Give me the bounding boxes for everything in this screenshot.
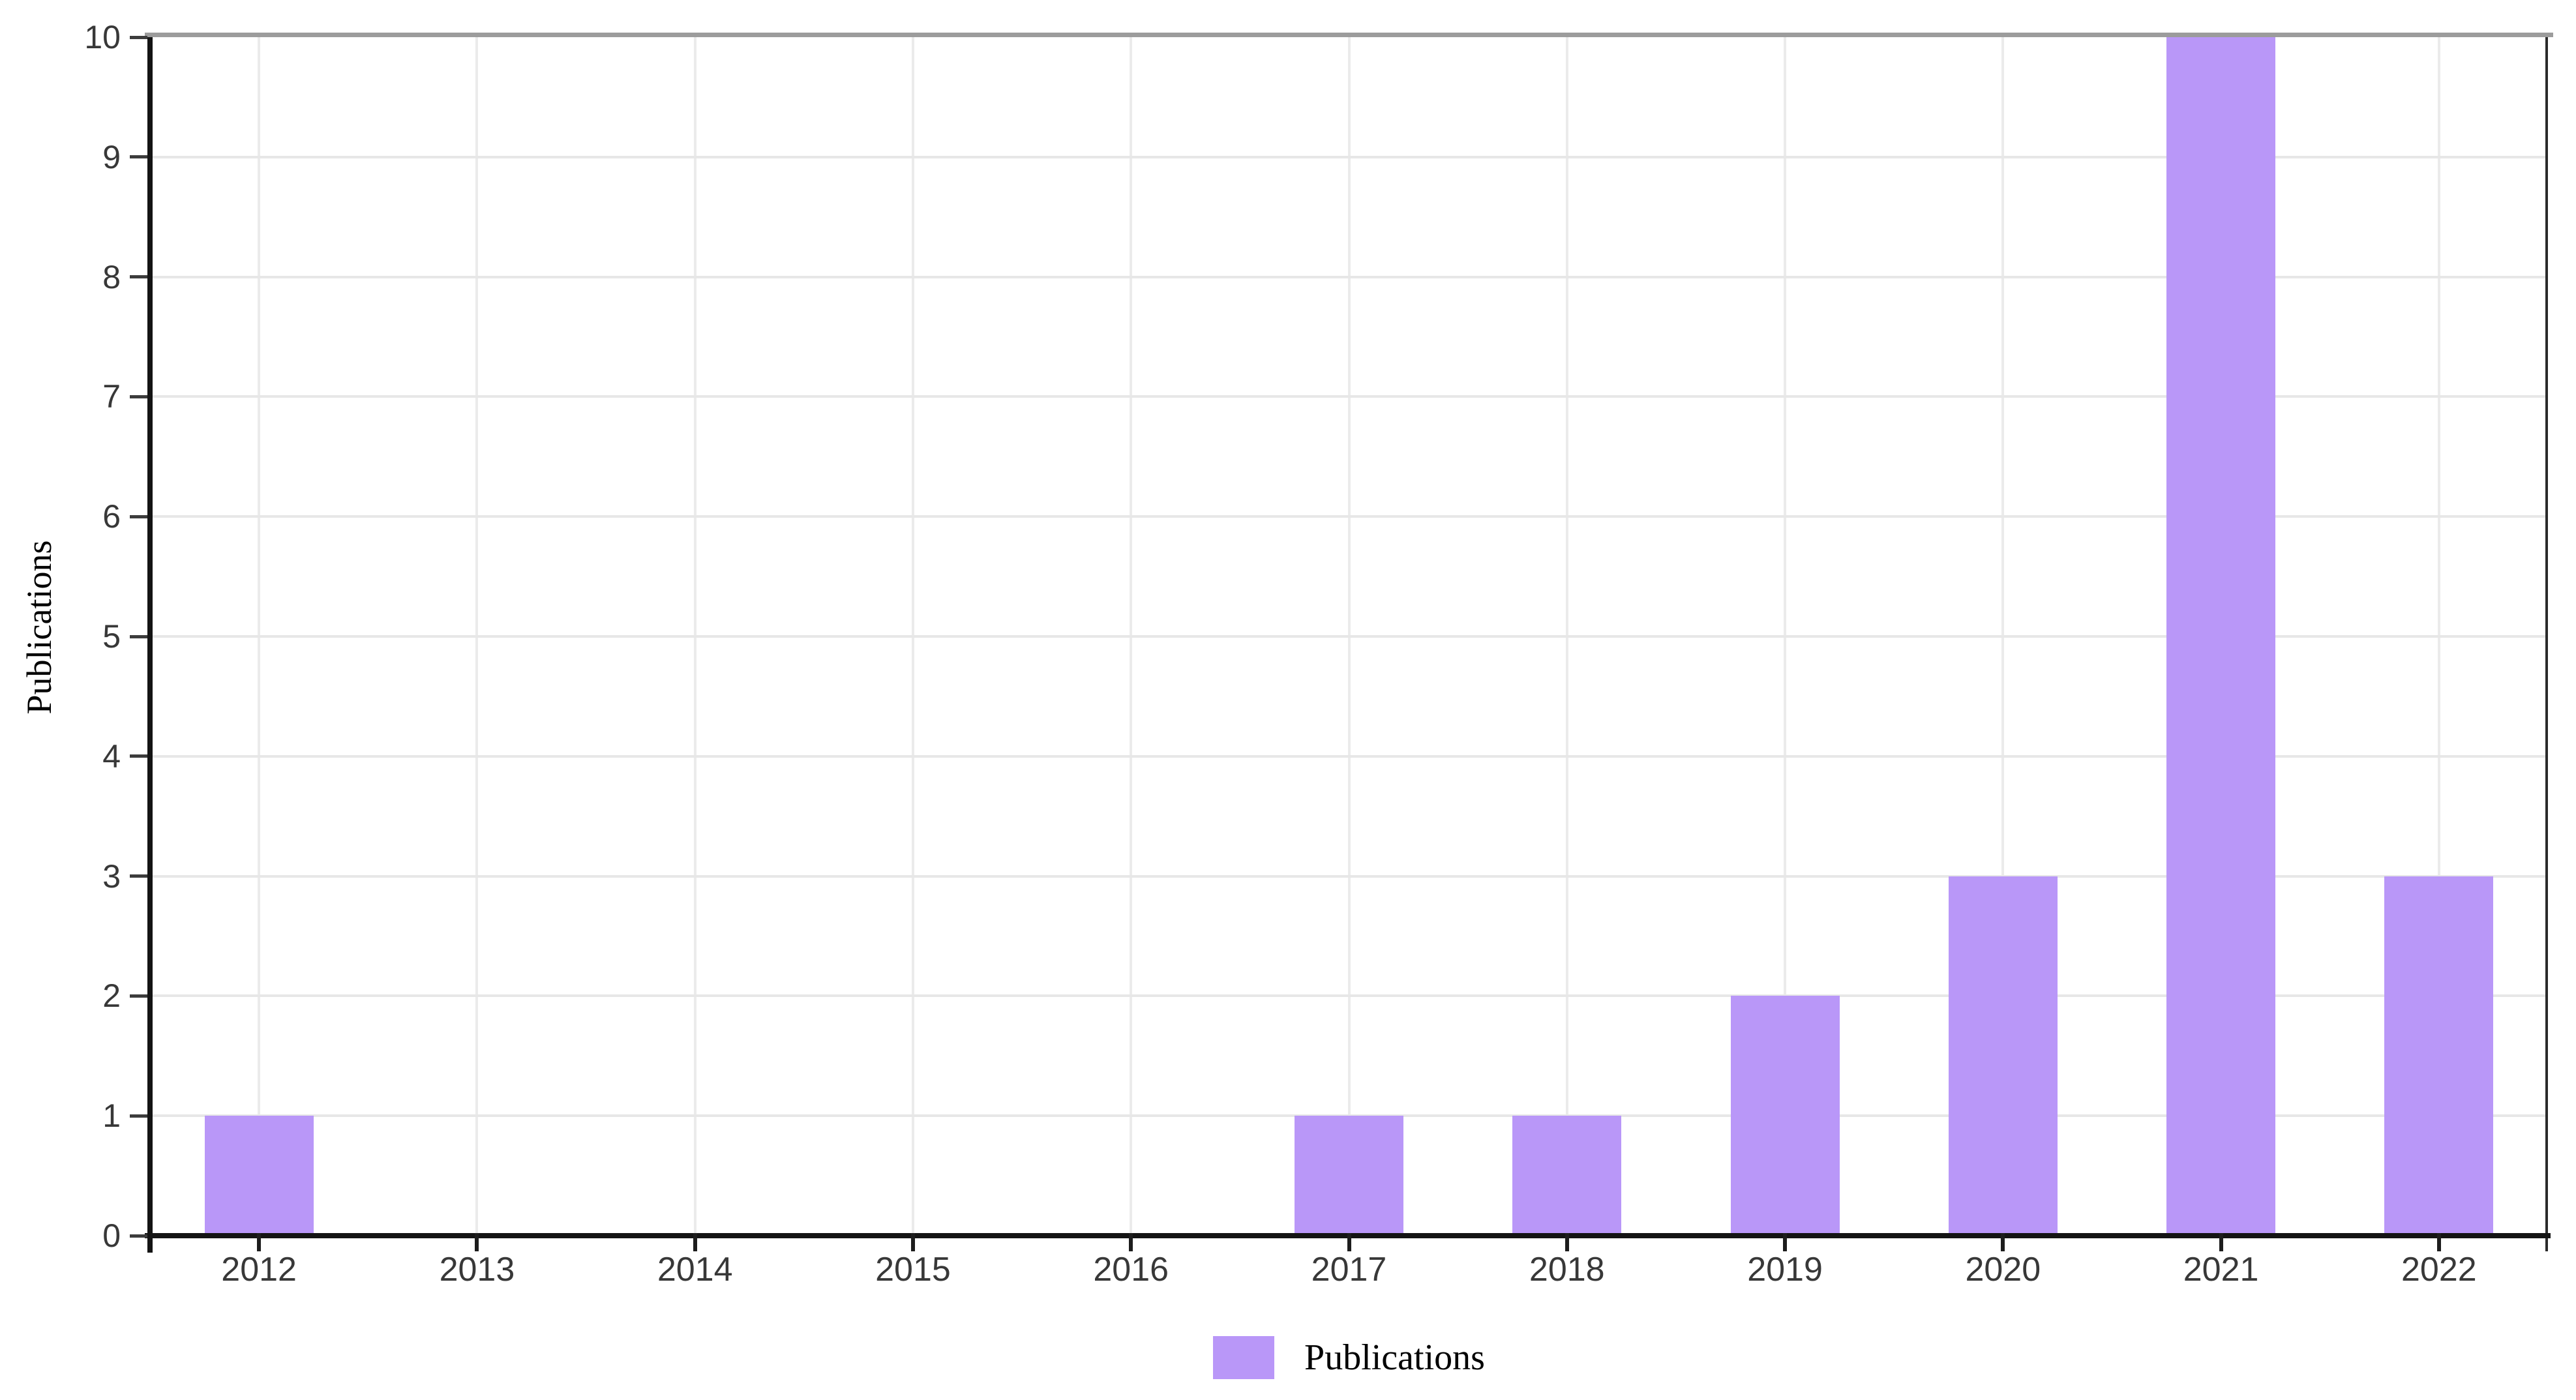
y-tick	[130, 754, 147, 758]
y-tick-label: 1	[102, 1097, 121, 1135]
y-tick	[130, 874, 147, 878]
y-tick-label: 3	[102, 857, 121, 895]
x-tick	[1129, 1233, 1133, 1251]
y-tick	[130, 275, 147, 279]
x-tick-label: 2020	[1965, 1251, 2041, 1288]
x-tick-label: 2014	[657, 1251, 733, 1288]
gridline-horizontal	[150, 515, 2548, 518]
x-tick-label: 2015	[875, 1251, 951, 1288]
x-tick-label: 2012	[221, 1251, 297, 1288]
legend-label: Publications	[1304, 1337, 1485, 1378]
x-tick-label: 2021	[2183, 1251, 2259, 1288]
y-tick	[130, 1234, 147, 1238]
gridline-horizontal	[150, 395, 2548, 398]
bar-2012	[204, 1116, 314, 1236]
gridline-horizontal	[150, 275, 2548, 278]
x-tick-label: 2016	[1093, 1251, 1169, 1288]
y-tick	[130, 994, 147, 998]
x-tick	[693, 1233, 697, 1251]
bar-2022	[2384, 876, 2494, 1236]
y-tick-label: 9	[102, 138, 121, 175]
gridline-horizontal	[150, 874, 2548, 878]
x-tick	[2436, 1233, 2441, 1251]
y-tick-label: 5	[102, 618, 121, 655]
y-tick-label: 4	[102, 737, 121, 775]
gridline-horizontal	[150, 635, 2548, 638]
x-tick-label: 2018	[1529, 1251, 1605, 1288]
y-tick-label: 8	[102, 258, 121, 295]
y-tick	[130, 634, 147, 638]
x-tick-label: 2017	[1311, 1251, 1387, 1288]
x-tick	[2001, 1233, 2005, 1251]
bar-2021	[2166, 37, 2276, 1236]
gridline-horizontal	[150, 754, 2548, 758]
y-tick-label: 6	[102, 498, 121, 535]
y-tick	[130, 395, 147, 398]
x-tick-label: 2019	[1747, 1251, 1823, 1288]
x-tick	[1565, 1233, 1569, 1251]
legend: Publications	[150, 1332, 2548, 1384]
legend-swatch	[1213, 1336, 1275, 1379]
y-tick	[130, 514, 147, 518]
x-tick	[257, 1233, 262, 1251]
gridline-horizontal	[150, 994, 2548, 998]
x-tick	[1347, 1233, 1351, 1251]
x-tick-label: 2022	[2401, 1251, 2477, 1288]
y-tick	[130, 35, 147, 39]
plot-area: 0 1 2 3 4 5 6 7 8 9 10 2012 2013 2014 2015 2016 2017 2018…	[84, 20, 2553, 1288]
plot-border-top	[145, 33, 2553, 37]
y-axis-line	[147, 37, 153, 1253]
x-tick	[2219, 1233, 2223, 1251]
bar-2020	[1948, 876, 2058, 1236]
y-tick-label: 0	[102, 1217, 121, 1254]
y-tick	[130, 1114, 147, 1118]
bar-2019	[1730, 996, 1840, 1236]
plot-border-right	[2545, 37, 2548, 1251]
y-tick-label: 10	[84, 19, 121, 55]
x-tick	[1783, 1233, 1788, 1251]
y-tick-label: 2	[102, 977, 121, 1015]
x-tick	[910, 1233, 915, 1251]
bar-2017	[1295, 1116, 1403, 1236]
gridline-horizontal	[150, 155, 2548, 158]
bar-2018	[1512, 1116, 1622, 1236]
x-tick-label: 2013	[439, 1251, 515, 1288]
x-tick	[475, 1233, 479, 1251]
y-tick-label: 7	[102, 378, 121, 415]
y-tick	[130, 155, 147, 159]
